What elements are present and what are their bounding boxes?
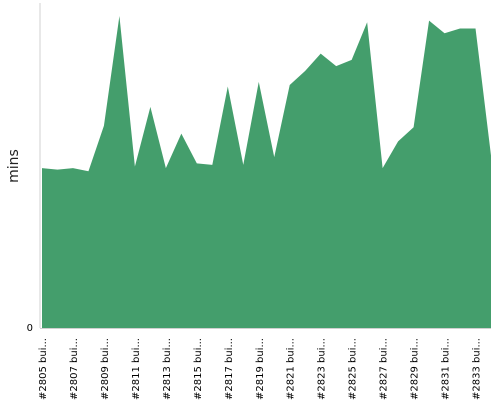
y-tick-label: 0 xyxy=(27,323,33,334)
x-tick-label: #2829 bui... xyxy=(410,338,421,400)
x-tick-label: #2825 bui... xyxy=(348,338,359,400)
x-tick-label: #2819 bui... xyxy=(255,338,266,400)
x-tick-label: #2809 bui... xyxy=(100,338,111,400)
x-tick-label: #2833 bui... xyxy=(472,338,483,400)
x-tick-label: #2807 bui... xyxy=(69,338,80,400)
x-tick-label: #2821 bui... xyxy=(286,338,297,400)
x-tick-labels: #2805 bui... #2807 bui... #2809 bui... #281… xyxy=(38,338,483,400)
y-axis-title: mins xyxy=(6,149,22,183)
x-tick-label: #2811 bui... xyxy=(131,338,142,400)
x-tick-label: #2831 bui... xyxy=(441,338,452,400)
plot-area xyxy=(42,15,491,328)
x-tick-label: #2805 bui... xyxy=(38,338,49,400)
series-area xyxy=(42,15,491,328)
x-tick-label: #2827 bui... xyxy=(379,338,390,400)
x-tick-label: #2815 bui... xyxy=(193,338,204,400)
x-tick-label: #2813 bui... xyxy=(162,338,173,400)
x-tick-label: #2823 bui... xyxy=(317,338,328,400)
x-tick-label: #2817 bui... xyxy=(224,338,235,400)
